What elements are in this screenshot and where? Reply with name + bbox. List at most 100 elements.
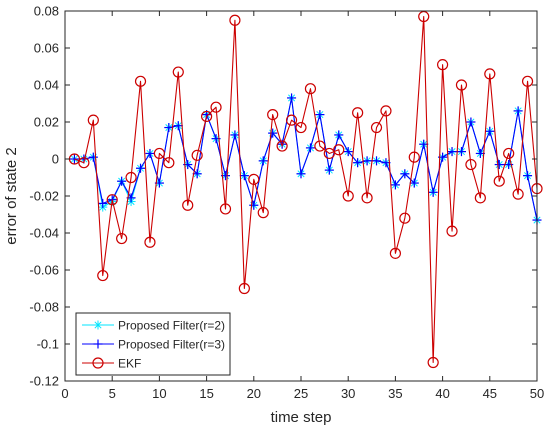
legend-label: EKF [118, 357, 141, 371]
data-point-ekf [437, 59, 449, 71]
data-point-r3 [485, 126, 495, 136]
y-tick-label: -0.06 [29, 263, 59, 278]
data-point-ekf [408, 151, 420, 163]
data-point-r3 [494, 160, 504, 170]
data-point-ekf [342, 190, 354, 202]
data-point-r3 [258, 156, 268, 166]
series-ekf [68, 10, 543, 369]
x-tick-label: 35 [388, 386, 402, 401]
y-tick-label: 0.06 [34, 41, 59, 56]
x-tick-label: 0 [61, 386, 68, 401]
data-point-ekf [163, 157, 175, 169]
data-point-ekf [87, 114, 99, 126]
data-point-r3 [428, 187, 438, 197]
data-point-ekf [191, 149, 203, 161]
data-point-r3 [466, 117, 476, 127]
data-point-ekf [503, 147, 515, 160]
data-point-r3 [287, 93, 297, 103]
data-point-ekf [125, 171, 137, 184]
data-point-ekf [97, 269, 109, 282]
data-point-r3 [324, 165, 334, 175]
legend-entry-r3: Proposed Filter(r=3) [82, 338, 225, 352]
x-tick-label: 10 [152, 386, 166, 401]
data-point-r3 [164, 123, 174, 133]
legend-entry-ekf: EKF [82, 357, 141, 371]
star-d2 [94, 321, 102, 329]
data-point-r3 [362, 156, 372, 166]
data-point-r3 [136, 163, 146, 173]
x-tick-label: 5 [109, 386, 116, 401]
x-tick-label: 20 [247, 386, 261, 401]
y-tick-label: -0.1 [37, 337, 59, 352]
data-point-r3 [390, 180, 400, 190]
data-point-ekf [153, 147, 165, 160]
y-tick-label: -0.08 [29, 300, 59, 315]
legend-items: Proposed Filter(r=2) Proposed Filter(r=3)… [82, 319, 225, 371]
legend-marker [93, 339, 103, 349]
data-point-ekf [78, 157, 90, 169]
data-point-r3 [372, 156, 382, 166]
data-point-ekf [219, 203, 232, 215]
data-point-r3 [173, 121, 183, 131]
data-point-r3 [268, 128, 278, 138]
data-point-ekf [512, 188, 524, 200]
x-tick-label: 40 [435, 386, 449, 401]
data-point-ekf [267, 108, 279, 121]
data-point-ekf [361, 192, 373, 204]
data-point-ekf [323, 147, 335, 160]
data-point-r3 [409, 178, 419, 188]
data-point-ekf [144, 236, 156, 248]
data-point-ekf [116, 232, 128, 245]
data-point-r3 [343, 147, 353, 157]
data-point-ekf [314, 140, 326, 152]
x-axis: 0 5 10 15 20 25 30 35 40 45 50 [61, 11, 544, 401]
data-point-r3 [447, 147, 457, 157]
data-point-ekf [352, 107, 364, 119]
data-point-ekf [455, 79, 468, 91]
data-point-r3 [315, 110, 325, 120]
legend-label: Proposed Filter(r=3) [118, 338, 225, 352]
legend-marker [93, 320, 103, 330]
data-point-r3 [98, 198, 108, 208]
data-point-ekf [465, 158, 477, 171]
y-tick-label: -0.02 [29, 189, 59, 204]
data-point-r3 [88, 152, 98, 162]
legend: Proposed Filter(r=2) Proposed Filter(r=3)… [75, 312, 231, 376]
legend-entry-r2: Proposed Filter(r=2) [82, 319, 225, 333]
data-point-ekf [229, 14, 241, 26]
data-point-ekf [399, 212, 411, 224]
x-tick-label: 25 [294, 386, 308, 401]
data-point-r3 [456, 147, 466, 157]
data-point-ekf [427, 356, 439, 369]
data-point-ekf [446, 225, 458, 237]
y-axis: -0.12 -0.1 -0.08 -0.06 -0.04 -0.02 0 0.02 0.04 0.… [29, 4, 537, 389]
y-tick-label: 0 [52, 152, 59, 167]
x-tick-label: 30 [341, 386, 355, 401]
y-tick-label: -0.12 [29, 374, 59, 389]
data-point-r3 [249, 200, 259, 210]
data-point-r3 [239, 171, 249, 181]
y-tick-label: 0.08 [34, 4, 59, 19]
y-axis-label: error of state 2 [3, 147, 20, 245]
legend-label: Proposed Filter(r=2) [118, 319, 225, 333]
data-point-r3 [296, 169, 306, 179]
data-point-r3 [305, 143, 315, 153]
data-point-ekf [389, 247, 401, 259]
data-point-ekf [304, 83, 317, 95]
data-point-ekf [521, 75, 534, 87]
data-point-ekf [285, 114, 298, 126]
data-point-r3 [117, 176, 127, 186]
series-layer [68, 10, 543, 369]
y-tick-label: 0.02 [34, 115, 59, 130]
data-point-ekf [474, 192, 486, 204]
data-point-ekf [210, 101, 222, 113]
data-point-ekf [172, 66, 184, 78]
data-point-ekf [106, 194, 118, 206]
data-point-r3 [400, 169, 410, 179]
x-tick-label: 15 [199, 386, 213, 401]
data-point-ekf [295, 121, 307, 134]
data-point-ekf [201, 110, 213, 123]
legend-marker [92, 357, 104, 369]
